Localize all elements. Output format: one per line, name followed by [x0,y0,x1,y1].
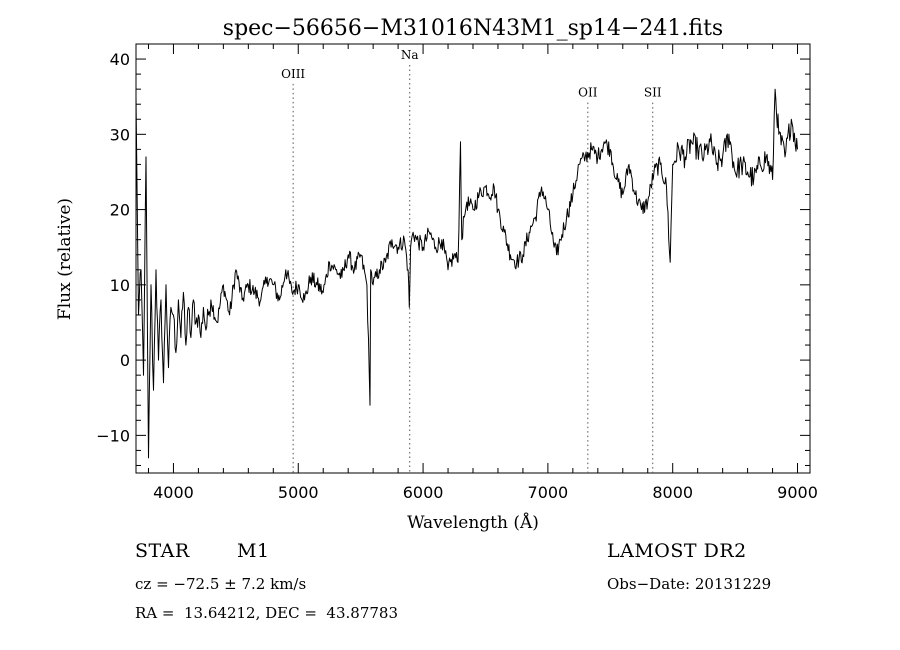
spectrum-line [135,88,798,459]
marker-label-na: Na [401,48,419,62]
y-tick-label: 30 [110,125,130,144]
redshift-velocity: cz = −72.5 ± 7.2 km/s [135,575,307,593]
marker-label-oii: OII [578,86,598,100]
y-tick-label: 10 [110,276,130,295]
y-tick-label: 20 [110,201,130,220]
x-tick-label: 9000 [777,483,818,502]
x-tick-label: 8000 [652,483,693,502]
chart-title: spec−56656−M31016N43M1_sp14−241.fits [223,16,723,41]
plot-frame [135,43,811,474]
marker-label-sii: SII [644,86,662,100]
object-type: STAR [135,540,190,562]
y-tick-label: 0 [120,351,130,370]
sky-coordinates: RA = 13.64212, DEC = 43.87783 [135,604,399,622]
marker-label-oiii: OIII [281,67,305,81]
y-axis-label: Flux (relative) [55,198,75,320]
observation-date: Obs−Date: 20131229 [607,575,772,593]
y-tick-label: −10 [96,426,130,445]
object-subclass: M1 [237,540,270,562]
x-tick-label: 7000 [528,483,569,502]
x-tick-label: 5000 [278,483,319,502]
x-tick-label: 4000 [153,483,194,502]
y-tick-label: 40 [110,50,130,69]
plot-area: OIII Na OII SII 4000 5000 6000 7000 8000 9000 −10 0… [96,43,818,502]
x-axis-label: Wavelength (Å) [407,512,539,533]
survey-name: LAMOST DR2 [607,540,747,562]
x-tick-label: 6000 [403,483,444,502]
